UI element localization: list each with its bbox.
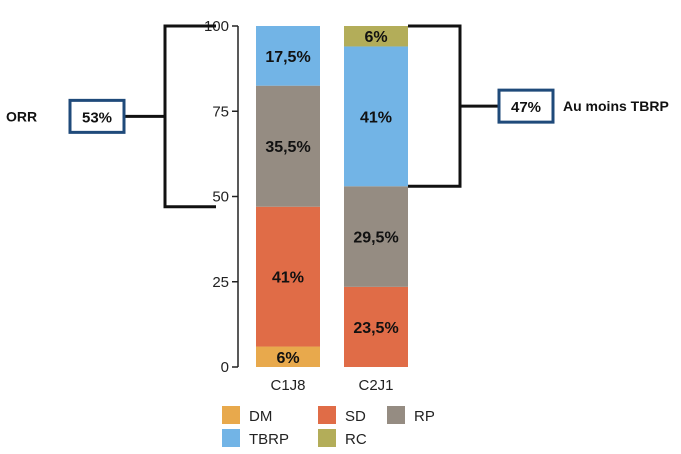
data-label-c2j1-sd: 23,5% <box>353 320 398 337</box>
legend-swatch-rc <box>318 429 336 447</box>
bar-segment-c2j1-sd <box>344 286 408 367</box>
tbrp-label: Au moins TBRP <box>563 98 669 114</box>
x-category-c1j8: C1J8 <box>270 377 305 394</box>
bar-segment-c2j1-tbrp <box>344 46 408 187</box>
data-label-c1j8-tbrp: 17,5% <box>265 49 310 66</box>
legend-label-dm: DM <box>249 408 272 425</box>
legend-swatch-tbrp <box>222 429 240 447</box>
y-tick-label-50: 50 <box>212 189 229 206</box>
legend: DM SD RP TBRP RC <box>222 406 435 448</box>
data-label-c2j1-tbrp: 41% <box>360 109 392 126</box>
legend-swatch-rp <box>387 406 405 424</box>
orr-label: ORR <box>6 108 37 124</box>
bar-segment-c2j1-rp <box>344 186 408 287</box>
bracket-orr <box>163 24 216 209</box>
tbrp-value-box <box>497 88 555 124</box>
legend-swatch-sd <box>318 406 336 424</box>
bar-segment-c1j8-dm <box>256 346 320 367</box>
legend-label-rp: RP <box>414 408 435 425</box>
y-tick-label-100: 100 <box>204 18 229 35</box>
annotations: 53% ORR 47% Au moins TBRP <box>6 24 669 209</box>
data-label-c2j1-rc: 6% <box>364 29 387 46</box>
data-label-c2j1-rp: 29,5% <box>353 230 398 247</box>
x-axis-categories: C1J8 C2J1 <box>270 377 393 394</box>
x-category-c2j1: C2J1 <box>358 377 393 394</box>
y-axis: 0 25 50 75 100 <box>204 18 239 376</box>
bracket-tbrp <box>408 24 462 188</box>
legend-swatch-dm <box>222 406 240 424</box>
bar-segment-c2j1-rc <box>344 26 408 47</box>
legend-label-sd: SD <box>345 408 366 425</box>
orr-value: 53% <box>82 109 112 126</box>
bar-segment-c1j8-sd <box>256 206 320 347</box>
legend-label-rc: RC <box>345 431 367 448</box>
bar-segment-c1j8-tbrp <box>256 26 320 86</box>
data-label-c1j8-rp: 35,5% <box>265 139 310 156</box>
data-label-c1j8-sd: 41% <box>272 270 304 287</box>
y-tick-label-25: 25 <box>212 274 229 291</box>
orr-value-box <box>68 98 126 134</box>
tbrp-value: 47% <box>511 99 541 116</box>
bar-segment-c1j8-rp <box>256 85 320 207</box>
data-label-c1j8-dm: 6% <box>276 350 299 367</box>
legend-label-tbrp: TBRP <box>249 431 289 448</box>
y-tick-label-0: 0 <box>221 359 229 376</box>
y-tick-label-75: 75 <box>212 103 229 120</box>
bars: 6% 41% 35,5% 17,5% 23,5% 29,5% 41% 6% <box>256 26 408 367</box>
